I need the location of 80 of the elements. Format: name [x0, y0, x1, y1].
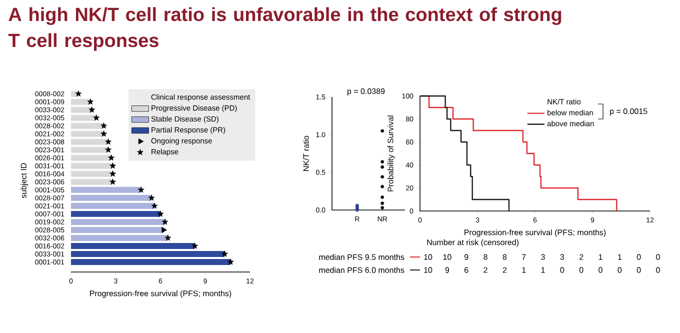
- text: 10: [443, 254, 452, 260]
- point: [104, 138, 112, 145]
- point: [75, 90, 82, 97]
- bar: [71, 170, 113, 177]
- point: [100, 130, 108, 137]
- point: [151, 202, 158, 209]
- point: [164, 234, 172, 241]
- x-axis-title: Progression-free survival (PFS; months): [90, 290, 232, 298]
- point: [108, 154, 115, 161]
- text: 10: [424, 267, 432, 273]
- text: 0: [560, 267, 564, 273]
- point: [162, 218, 168, 225]
- text: 0: [636, 267, 641, 273]
- bar: [71, 106, 92, 113]
- text: 9: [464, 254, 468, 260]
- annotation: p = 0.0015: [610, 108, 648, 116]
- point: [162, 226, 167, 233]
- point: [157, 210, 164, 217]
- point: [138, 186, 145, 193]
- bar: [71, 146, 108, 153]
- point: [109, 162, 116, 169]
- bar: [71, 250, 225, 257]
- text: 3: [560, 254, 564, 260]
- bar: [71, 130, 104, 137]
- text: 0: [656, 254, 660, 260]
- text: 2: [484, 267, 488, 273]
- text: 7: [522, 254, 526, 260]
- text: 10: [424, 254, 432, 260]
- text: 9: [445, 267, 450, 273]
- bar: [71, 154, 112, 161]
- bar: [71, 258, 231, 265]
- text: 8: [502, 254, 507, 260]
- point: [92, 114, 100, 121]
- text: 3: [541, 254, 545, 260]
- bar: [71, 242, 195, 249]
- text: median PFS 6.0 months: [319, 267, 404, 273]
- point: [221, 250, 228, 257]
- point: [100, 122, 108, 129]
- text: 1: [598, 254, 602, 260]
- bar: [71, 234, 168, 241]
- bar: [71, 210, 161, 217]
- text: 0: [656, 267, 660, 273]
- y-axis-title: Probability of Survival: [387, 116, 395, 192]
- text: 6: [464, 267, 468, 273]
- text: 0: [598, 267, 602, 273]
- bar: [71, 138, 108, 145]
- y-axis-title: NK/T ratio: [302, 136, 309, 171]
- text: 2: [502, 267, 506, 273]
- bar: [71, 194, 152, 201]
- point: [88, 106, 96, 113]
- bar: [71, 186, 142, 193]
- chart-title: A high NK/T cell ratio is unfavorable in the context of strong T cell responses: [8, 7, 562, 51]
- point: [86, 98, 94, 105]
- point: [109, 170, 116, 177]
- point: [109, 178, 116, 185]
- text: 8: [484, 254, 488, 260]
- text: p = 0.0389: [348, 88, 385, 96]
- bar: [71, 122, 104, 129]
- y-axis-title: subject ID: [20, 163, 28, 198]
- bar: [71, 98, 90, 105]
- bar: [71, 226, 164, 233]
- text: 1: [541, 267, 545, 273]
- text: 1: [618, 254, 622, 260]
- x-axis-title: Progression-free survival (PFS; months): [464, 229, 606, 237]
- point: [227, 258, 234, 265]
- text: 0: [618, 267, 622, 273]
- text: 1: [522, 267, 526, 273]
- point: [191, 242, 198, 249]
- bar: [71, 202, 155, 209]
- text: Number at risk (censored): [427, 239, 518, 247]
- text: 2: [580, 254, 584, 260]
- text: 0: [636, 254, 641, 260]
- point: [104, 146, 112, 153]
- text: median PFS 9.5 months: [319, 254, 404, 260]
- bar: [71, 162, 113, 169]
- bar: [71, 178, 113, 185]
- bar: [71, 114, 96, 121]
- text: 0: [579, 267, 584, 273]
- bar: [71, 218, 165, 225]
- point: [148, 194, 155, 201]
